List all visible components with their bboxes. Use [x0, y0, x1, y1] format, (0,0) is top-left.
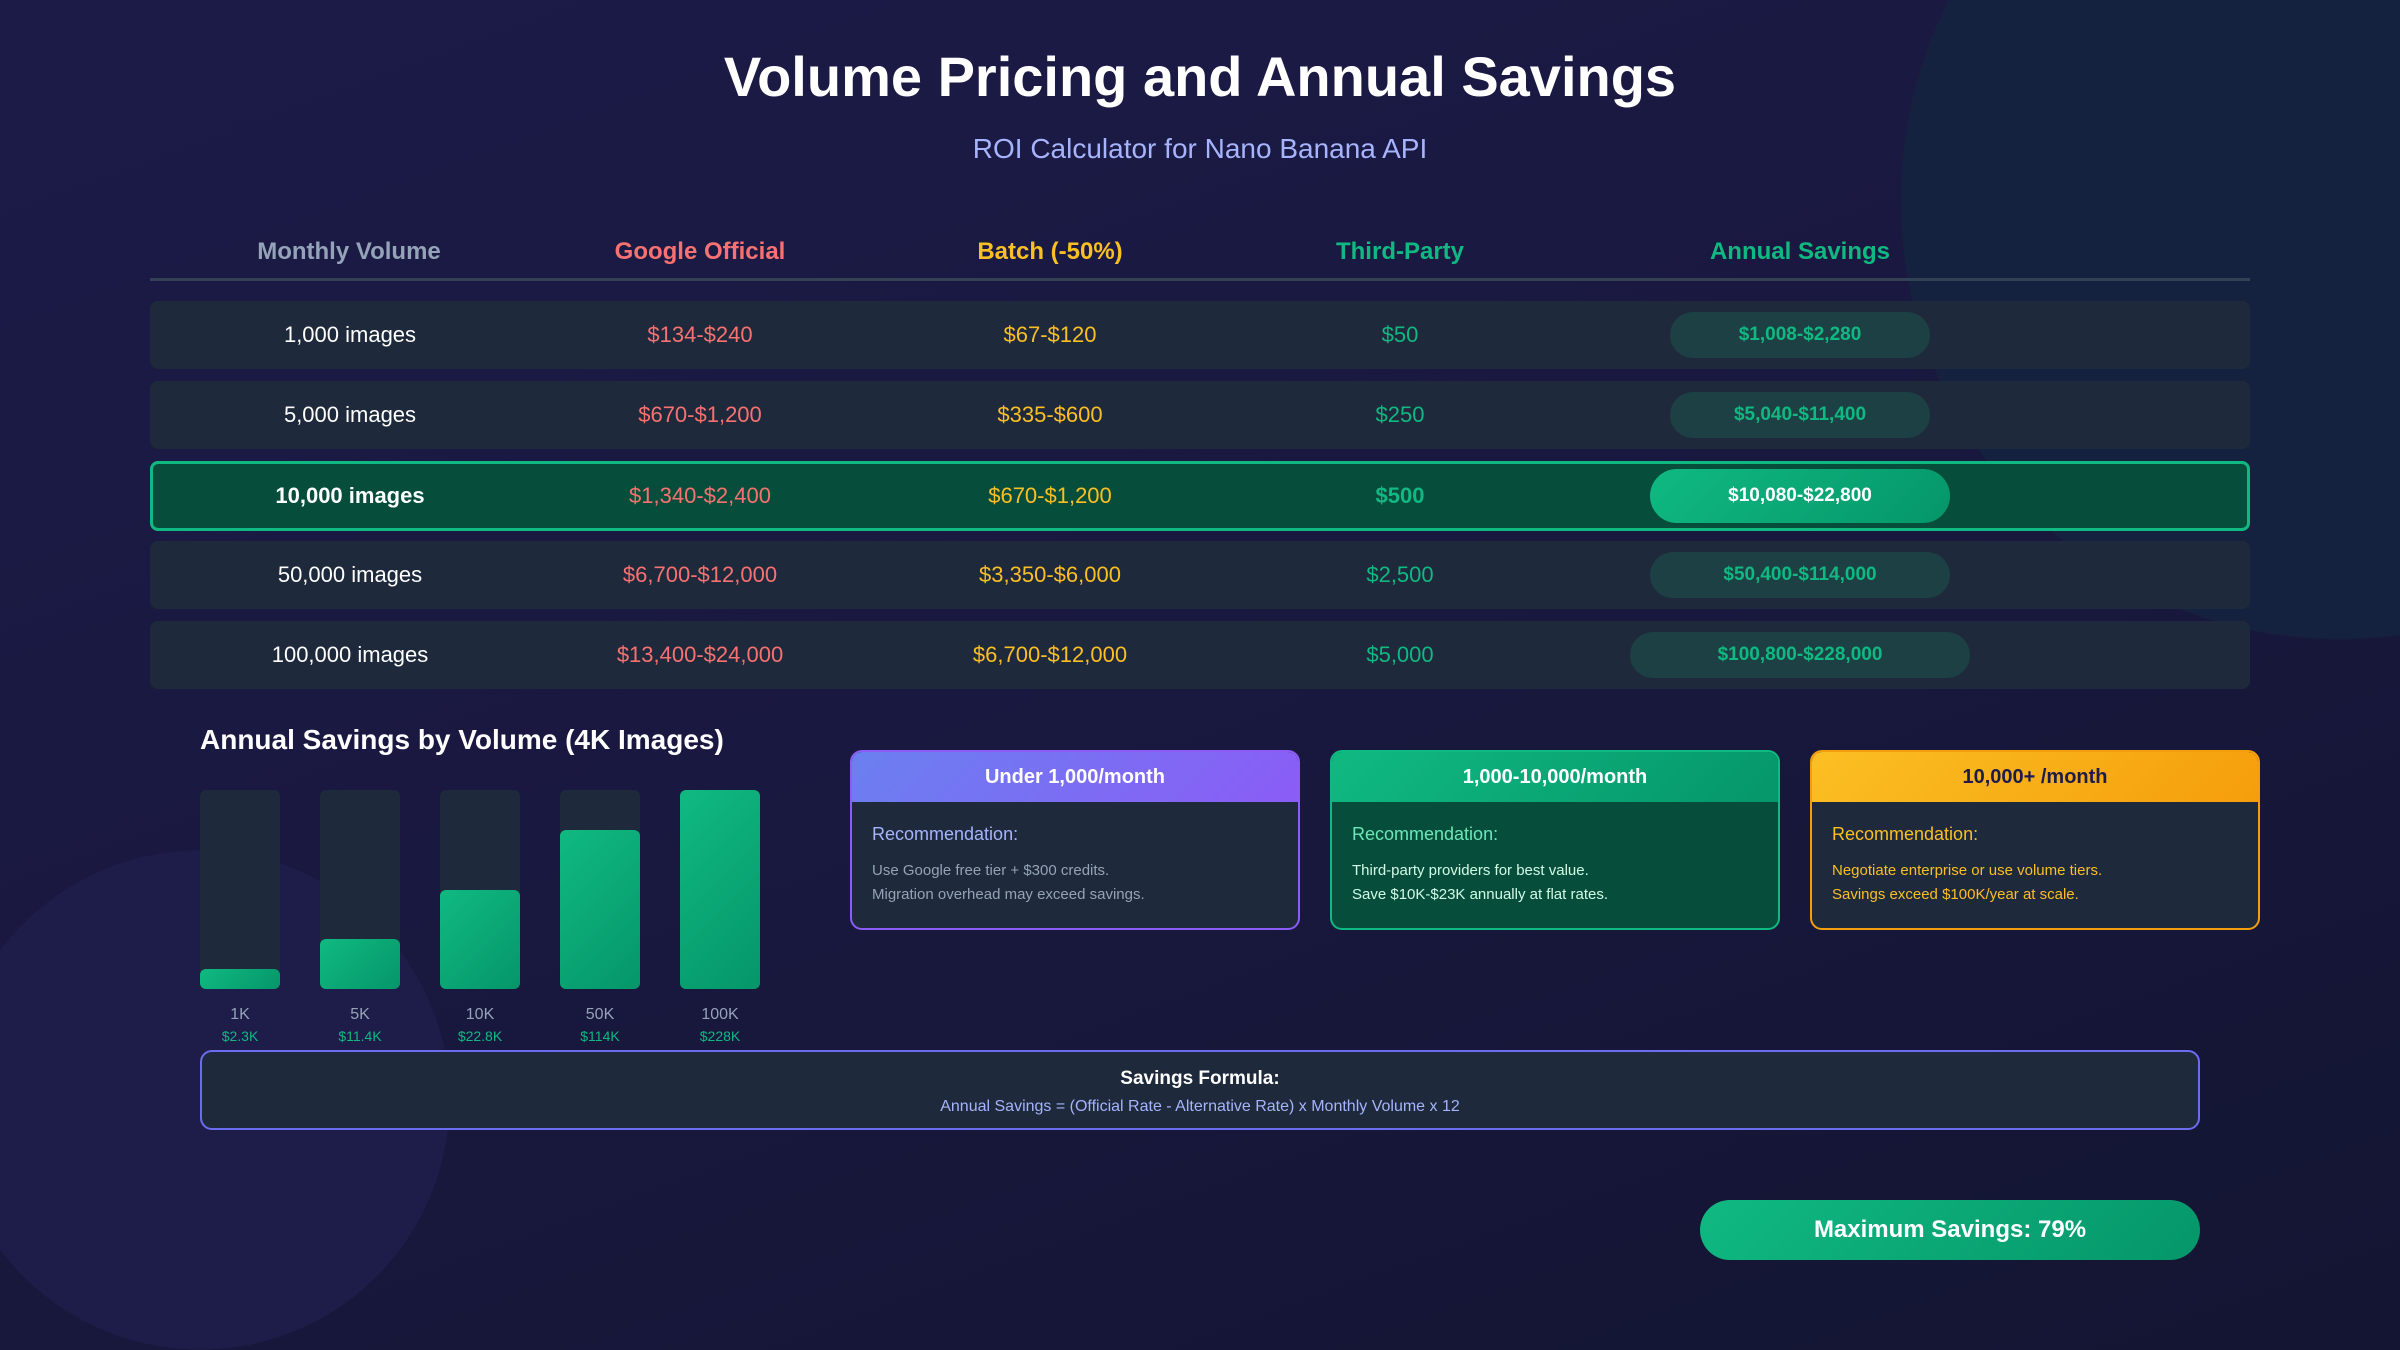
bar-category-label: 100K [701, 1006, 739, 1023]
cell-volume: 10,000 images [275, 483, 425, 508]
bar-1K [200, 969, 280, 989]
chart-title: Annual Savings by Volume (4K Images) [200, 724, 724, 755]
cell-third: $500 [1375, 483, 1425, 508]
cell-volume: 50,000 images [277, 562, 423, 587]
savings-pill: $1,008-$2,280 [1670, 312, 1930, 358]
bar-50K [560, 829, 640, 989]
savings-formula-box: Savings Formula: Annual Savings = (Offic… [200, 1050, 2200, 1130]
cell-batch: $670-$1,200 [988, 483, 1112, 508]
header-third-party: Third-Party [1335, 238, 1464, 265]
header-batch: Batch (-50%) [977, 238, 1123, 265]
card-body: Recommendation: Negotiate enterprise or … [1812, 802, 2258, 907]
formula-title: Savings Formula: [1120, 1068, 1280, 1089]
cell-batch: $3,350-$6,000 [979, 562, 1121, 587]
cell-official: $134-$240 [647, 322, 753, 347]
cell-volume: 5,000 images [283, 402, 417, 427]
table-row: 5,000 images $670-$1,200 $335-$600 $250 $5,0… [150, 381, 2250, 449]
bar-5K [320, 939, 400, 989]
header-google-official: Google Official [614, 238, 786, 265]
cell-third: $5,000 [1366, 642, 1434, 667]
cell-batch: $6,700-$12,000 [972, 642, 1128, 667]
bar-track [320, 790, 400, 989]
cell-batch: $335-$600 [997, 402, 1103, 427]
page-title: Volume Pricing and Annual Savings [723, 45, 1677, 108]
bar-track [560, 790, 640, 989]
savings-pill: $5,040-$11,400 [1670, 392, 1930, 438]
savings-pill: $50,400-$114,000 [1650, 552, 1950, 598]
card-text: Savings exceed $100K/year at scale. [1832, 886, 2079, 903]
card-text: Save $10K-$23K annually at flat rates. [1352, 886, 1608, 903]
card-text: Use Google free tier + $300 credits. [872, 862, 1110, 879]
bar-100K [680, 790, 760, 989]
savings-pill: $100,800-$228,000 [1630, 632, 1970, 678]
max-savings-badge: Maximum Savings: 79% [1700, 1200, 2200, 1260]
formula-text: Annual Savings = (Official Rate - Altern… [940, 1098, 1460, 1115]
cell-volume: 1,000 images [283, 322, 417, 347]
recommendation-card: 10,000+ /month Recommendation: Negotiate… [1810, 750, 2260, 930]
card-text: Migration overhead may exceed savings. [872, 886, 1145, 903]
bar-10K [440, 889, 520, 989]
table-row: 100,000 images $13,400-$24,000 $6,700-$12,… [150, 621, 2250, 689]
card-title: 10,000+ /month [1812, 752, 2258, 802]
bar-track [680, 790, 760, 989]
card-recommendation-label: Recommendation: [1832, 824, 1979, 844]
card-body: Recommendation: Third-party providers fo… [1332, 802, 1778, 907]
bar-track [200, 790, 280, 989]
cell-official: $1,340-$2,400 [629, 483, 771, 508]
page-subtitle: ROI Calculator for Nano Banana API [972, 133, 1428, 164]
cell-third: $2,500 [1366, 562, 1434, 587]
cell-third: $250 [1375, 402, 1425, 427]
bar-category-label: 5K [350, 1006, 370, 1023]
header-monthly-volume: Monthly Volume [257, 238, 441, 265]
bar-value-label: $114K [580, 1028, 620, 1044]
card-recommendation-label: Recommendation: [1352, 824, 1499, 844]
bar-category-label: 1K [230, 1006, 250, 1023]
cell-official: $13,400-$24,000 [616, 642, 784, 667]
card-body: Recommendation: Use Google free tier + $… [852, 802, 1298, 907]
cell-volume: 100,000 images [271, 642, 429, 667]
cell-official: $6,700-$12,000 [622, 562, 778, 587]
card-text: Negotiate enterprise or use volume tiers… [1832, 862, 2103, 879]
bar-value-label: $2.3K [221, 1028, 259, 1044]
table-row: 10,000 images $1,340-$2,400 $670-$1,200 $50… [150, 461, 2250, 531]
header-divider [150, 278, 2250, 281]
bar-category-label: 50K [585, 1006, 615, 1023]
card-title: Under 1,000/month [852, 752, 1298, 802]
table-row: 50,000 images $6,700-$12,000 $3,350-$6,000… [150, 541, 2250, 609]
card-recommendation-label: Recommendation: [872, 824, 1019, 844]
savings-pill: $10,080-$22,800 [1650, 469, 1950, 523]
recommendation-card: Under 1,000/month Recommendation: Use Go… [850, 750, 1300, 930]
bar-value-label: $22.8K [457, 1028, 503, 1044]
cell-batch: $67-$120 [1003, 322, 1097, 347]
cell-third: $50 [1381, 322, 1419, 347]
cell-official: $670-$1,200 [638, 402, 762, 427]
card-text: Third-party providers for best value. [1352, 862, 1589, 879]
bar-track [440, 790, 520, 989]
table-row: 1,000 images $134-$240 $67-$120 $50 $1,008-$… [150, 301, 2250, 369]
card-title: 1,000-10,000/month [1332, 752, 1778, 802]
bar-value-label: $11.4K [338, 1028, 382, 1044]
recommendation-card: 1,000-10,000/month Recommendation: Third… [1330, 750, 1780, 930]
bar-category-label: 10K [465, 1006, 495, 1023]
bar-value-label: $228K [699, 1028, 741, 1044]
header-annual-savings: Annual Savings [1709, 238, 1891, 265]
